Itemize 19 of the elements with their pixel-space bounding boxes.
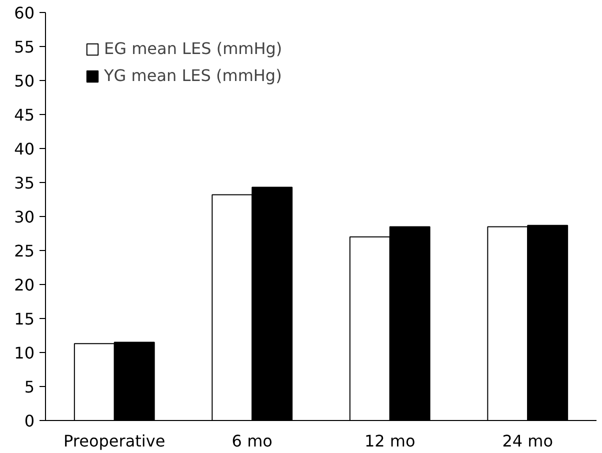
y-tick-label: 5	[24, 378, 35, 396]
y-tick-label: 45	[14, 106, 34, 124]
y-tick-label: 30	[14, 208, 34, 226]
x-tick-label: 6 mo	[232, 432, 272, 450]
y-tick-label: 25	[14, 242, 34, 260]
x-tick-label: 24 mo	[502, 432, 554, 450]
y-tick-label: 10	[14, 344, 34, 362]
x-tick-label: Preoperative	[64, 432, 166, 450]
y-tick-label: 35	[14, 174, 34, 192]
y-tick-label: 15	[14, 310, 34, 328]
y-tick-label: 55	[14, 38, 34, 56]
legend-label: YG mean LES (mmHg)	[104, 66, 282, 85]
y-tick-label: 20	[14, 276, 34, 294]
y-tick-label: 40	[14, 140, 34, 158]
x-tick-label: 12 mo	[364, 432, 416, 450]
y-tick-label: 50	[14, 72, 34, 90]
y-tick-label: 0	[24, 412, 35, 430]
legend-label: EG mean LES (mmHg)	[104, 39, 282, 58]
y-tick-label: 60	[14, 4, 34, 22]
